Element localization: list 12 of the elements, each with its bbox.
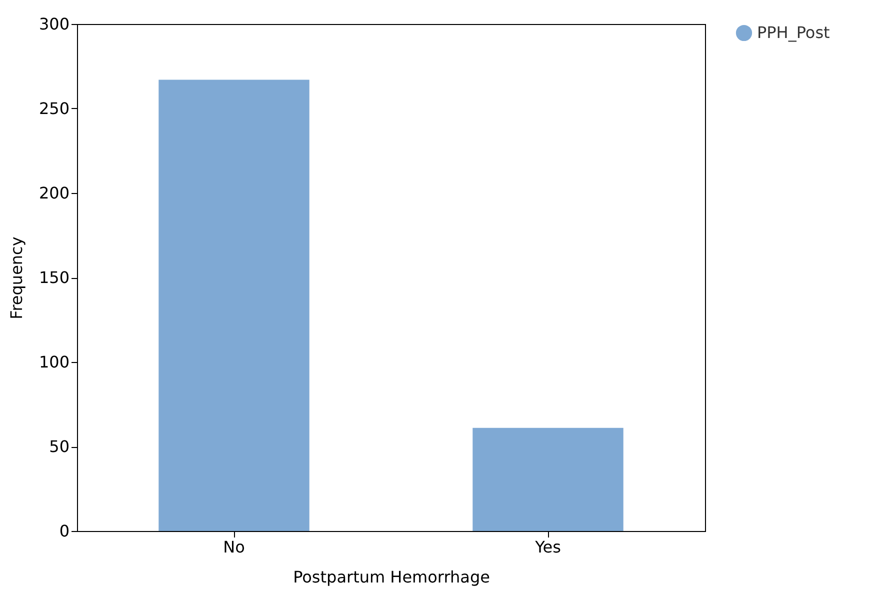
y-tick-label: 300 bbox=[38, 14, 70, 34]
x-axis-title: Postpartum Hemorrhage bbox=[293, 568, 490, 586]
y-tick-label: 0 bbox=[59, 522, 70, 540]
y-tick-label: 200 bbox=[38, 184, 70, 202]
y-tick-label: 150 bbox=[38, 268, 70, 287]
x-tick-label: No bbox=[223, 538, 245, 556]
x-tick-label: Yes bbox=[534, 538, 561, 556]
y-tick-label: 100 bbox=[38, 352, 70, 372]
y-axis-title: Frequency bbox=[6, 236, 26, 320]
legend-label: PPH_Post bbox=[757, 23, 830, 42]
y-tick-label: 250 bbox=[38, 99, 70, 118]
y-tick-label: 50 bbox=[49, 437, 70, 456]
